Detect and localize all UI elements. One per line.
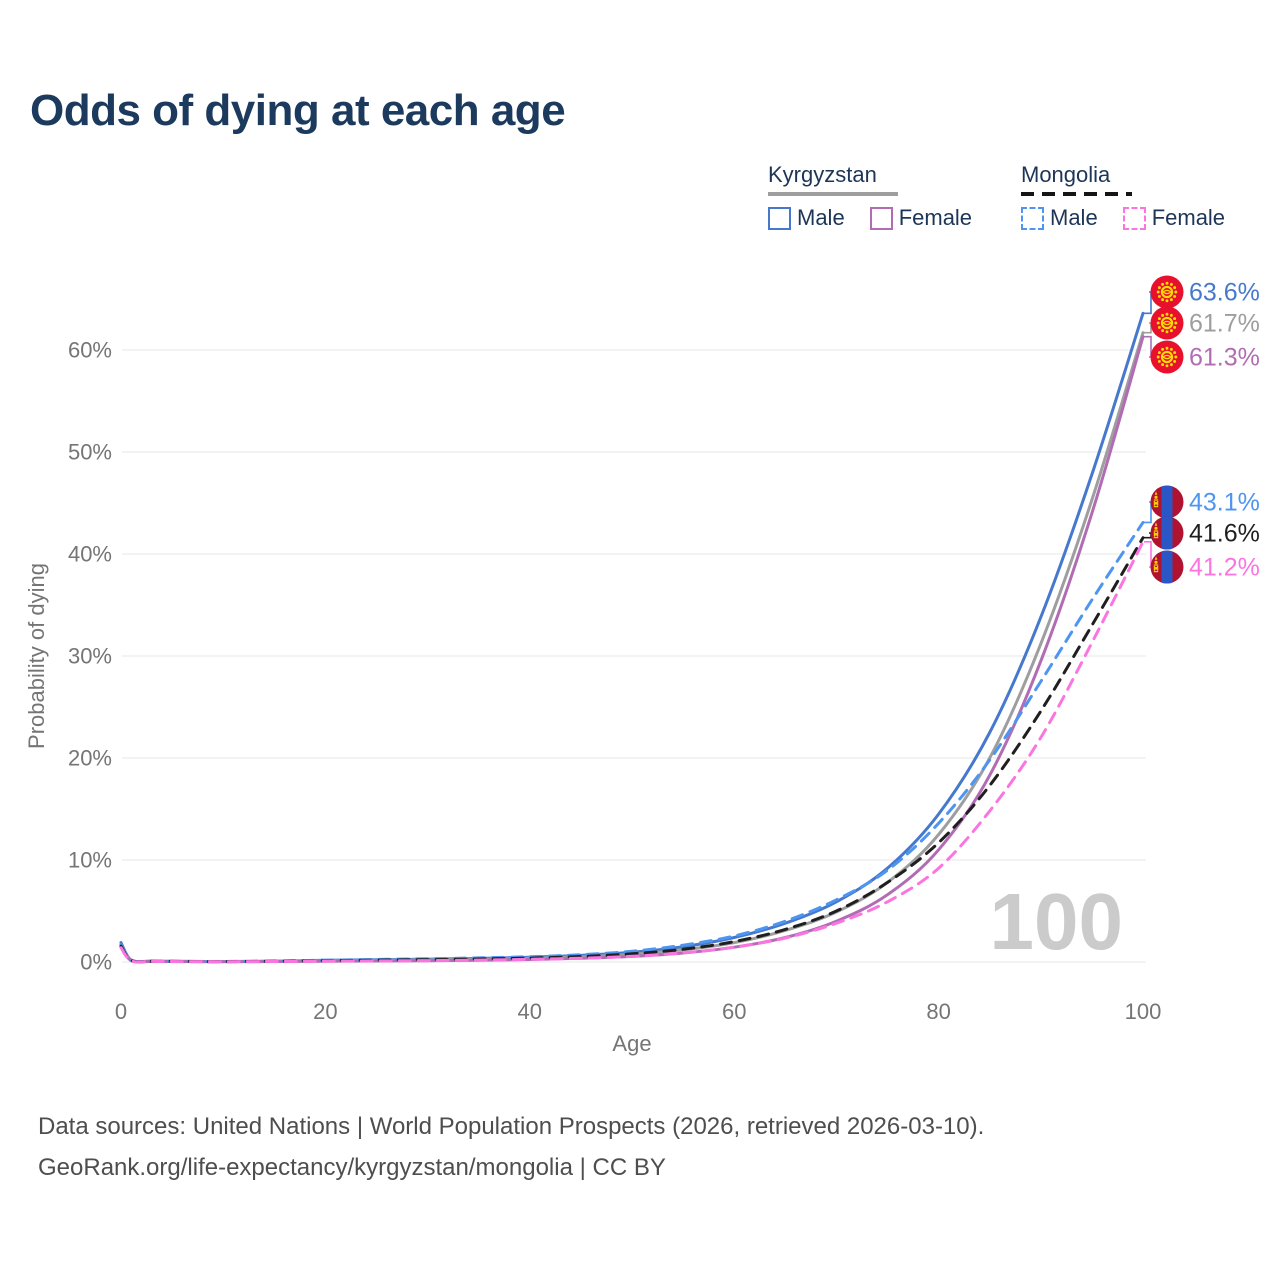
- legend-item-kyrgyzstan-female[interactable]: Female: [869, 205, 973, 231]
- x-tick-label: 80: [926, 999, 950, 1024]
- mongolia-flag-icon: [1150, 550, 1184, 584]
- end-value-label-mongolia-female: 41.2%: [1189, 554, 1260, 582]
- legend-label-mongolia-female: Female: [1151, 205, 1226, 230]
- end-value-label-mongolia-male: 43.1%: [1189, 489, 1260, 517]
- legend-label-kyrgyzstan-female: Female: [898, 205, 973, 230]
- legend-label-kyrgyzstan-male: Male: [797, 205, 845, 230]
- y-tick-label: 0%: [80, 950, 112, 975]
- leader-line-mongolia-female: [1144, 541, 1152, 568]
- footer-data-sources: Data sources: United Nations | World Pop…: [38, 1113, 985, 1140]
- legend-label-mongolia-male: Male: [1050, 205, 1098, 230]
- kyrgyzstan-flag-icon: [1150, 306, 1184, 340]
- leader-line-kyrgyzstan-male: [1144, 291, 1152, 315]
- series-line-kyrgyzstan-female: [119, 335, 1145, 964]
- legend-country-mongolia: Mongolia: [1021, 162, 1111, 187]
- x-tick-label: 100: [1125, 999, 1162, 1024]
- leader-line-kyrgyzstan-overall: [1144, 322, 1152, 334]
- series-line-mongolia-female: [119, 540, 1145, 964]
- leader-line-mongolia-overall: [1144, 532, 1152, 539]
- footer: Data sources: United Nations | World Pop…: [38, 1106, 984, 1188]
- mongolia-male-checkbox-icon[interactable]: [1021, 206, 1044, 230]
- y-axis-title: Probability of dying: [24, 563, 49, 749]
- legend-group-kyrgyzstan: Kyrgyzstan Male Female: [768, 162, 972, 231]
- mongolia-flag-icon: [1150, 516, 1184, 550]
- mongolia-female-checkbox-icon[interactable]: [1122, 206, 1146, 230]
- watermark-age-counter: 100: [990, 877, 1123, 966]
- kyrgyzstan-male-checkbox-icon[interactable]: [768, 206, 791, 230]
- kyrgyzstan-flag-icon: [1150, 275, 1184, 309]
- x-tick-label: 40: [518, 999, 542, 1024]
- y-tick-label: 30%: [68, 644, 112, 669]
- mongolia-flag-icon: [1150, 485, 1184, 519]
- y-tick-label: 20%: [68, 746, 112, 771]
- x-tick-label: 60: [722, 999, 746, 1024]
- leader-line-mongolia-male: [1144, 501, 1152, 524]
- end-value-label-mongolia-overall: 41.6%: [1189, 520, 1260, 548]
- x-axis-title: Age: [612, 1031, 651, 1056]
- leader-line-kyrgyzstan-female: [1144, 335, 1152, 358]
- y-tick-label: 60%: [68, 338, 112, 363]
- series-line-kyrgyzstan-male: [119, 311, 1145, 964]
- legend-item-mongolia-female[interactable]: Female: [1122, 205, 1226, 231]
- y-tick-label: 40%: [68, 542, 112, 567]
- kyrgyzstan-female-checkbox-icon[interactable]: [869, 206, 893, 230]
- mongolia-dashed-line-swatch: [1021, 192, 1132, 196]
- legend-item-mongolia-male[interactable]: Male: [1021, 205, 1098, 231]
- end-value-label-kyrgyzstan-male: 63.6%: [1189, 279, 1260, 307]
- x-tick-label: 20: [313, 999, 337, 1024]
- y-tick-label: 50%: [68, 440, 112, 465]
- end-value-label-kyrgyzstan-overall: 61.7%: [1189, 310, 1260, 338]
- kyrgyzstan-solid-line-swatch: [768, 192, 898, 196]
- legend-item-kyrgyzstan-male[interactable]: Male: [768, 205, 845, 231]
- footer-attribution-link: GeoRank.org/life-expectancy/kyrgyzstan/m…: [38, 1154, 666, 1181]
- kyrgyzstan-flag-icon: [1150, 340, 1184, 374]
- page-title: Odds of dying at each age: [30, 86, 566, 135]
- x-tick-label: 0: [115, 999, 127, 1024]
- legend-group-mongolia: Mongolia Male Female: [1021, 162, 1225, 231]
- end-value-label-kyrgyzstan-female: 61.3%: [1189, 344, 1260, 372]
- series-line-kyrgyzstan-overall: [119, 331, 1145, 964]
- legend-country-kyrgyzstan: Kyrgyzstan: [768, 162, 877, 187]
- y-tick-label: 10%: [68, 848, 112, 873]
